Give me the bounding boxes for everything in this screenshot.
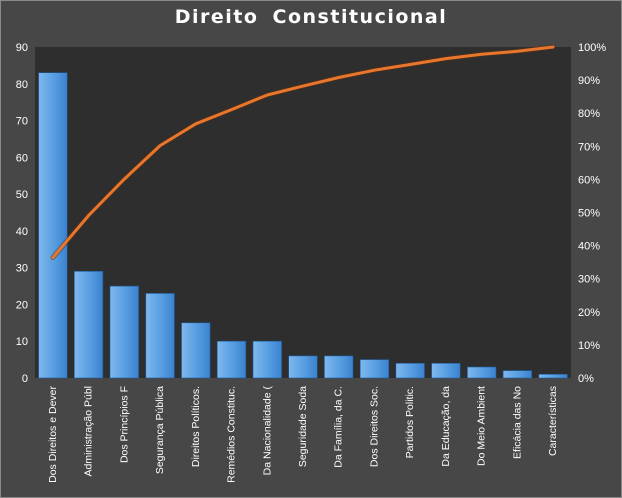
bar-4 [181, 322, 211, 379]
y2-tick-label: 100% [578, 42, 606, 54]
y-tick-label: 0 [22, 373, 28, 385]
x-category-label: Segurança Pública [154, 386, 166, 474]
y2-tick-label: 40% [578, 241, 600, 253]
x-category-label: Partidos Politic. [404, 386, 416, 458]
y-tick-label: 80 [16, 79, 28, 91]
bar-14 [538, 373, 568, 379]
y2-tick-label: 20% [578, 307, 600, 319]
x-category-label: Da Família, da C. [333, 386, 345, 468]
x-category-label: Dos Princípios F [118, 386, 130, 463]
y-tick-label: 40 [16, 226, 28, 238]
y2-tick-label: 0% [578, 373, 594, 385]
x-category-label: Da Nacionalidade ( [261, 386, 273, 476]
y-tick-label: 60 [16, 152, 28, 164]
y-tick-label: 20 [16, 299, 28, 311]
x-category-label: Características [547, 386, 559, 456]
y2-tick-label: 50% [578, 208, 600, 220]
x-category-label: Seguridade Soda [297, 386, 309, 467]
bar-8 [324, 355, 354, 379]
bar-13 [502, 370, 533, 379]
x-category-label: Administração Públ [83, 386, 95, 476]
y2-tick-label: 10% [578, 340, 600, 352]
y2-tick-label: 30% [578, 274, 600, 286]
x-category-label: Do Meio Ambient [476, 386, 488, 466]
y2-tick-label: 90% [578, 75, 600, 87]
bar-11 [431, 362, 461, 379]
x-category-label: Dos Direitos e Dever [47, 386, 59, 483]
bar-3 [145, 293, 175, 379]
y2-tick-label: 80% [578, 108, 600, 120]
bar-12 [467, 366, 497, 379]
y-tick-label: 50 [16, 189, 28, 201]
x-category-label: Da Educação, da [440, 386, 452, 467]
bar-2 [109, 285, 139, 379]
x-category-label: Eficácia das No [511, 386, 523, 459]
bar-5 [216, 340, 247, 379]
bar-7 [288, 355, 318, 379]
cumulative-line [51, 45, 555, 259]
x-category-label: Dos Direitos Soc. [369, 386, 381, 467]
y2-tick-label: 60% [578, 174, 600, 186]
bar-9 [359, 359, 390, 379]
y2-tick-label: 70% [578, 141, 600, 153]
bar-6 [252, 340, 282, 379]
bar-0 [38, 72, 68, 379]
chart-title: Direito Constitucional [174, 6, 448, 28]
x-category-label: Direitos Políticos. [190, 386, 202, 467]
y-tick-label: 90 [16, 42, 28, 54]
y-tick-label: 30 [16, 263, 28, 275]
y-tick-label: 70 [16, 116, 28, 128]
bar-1 [74, 270, 104, 379]
y-tick-label: 10 [16, 336, 28, 348]
x-category-label: Remédios Constituc. [226, 386, 238, 483]
bar-10 [395, 362, 425, 379]
